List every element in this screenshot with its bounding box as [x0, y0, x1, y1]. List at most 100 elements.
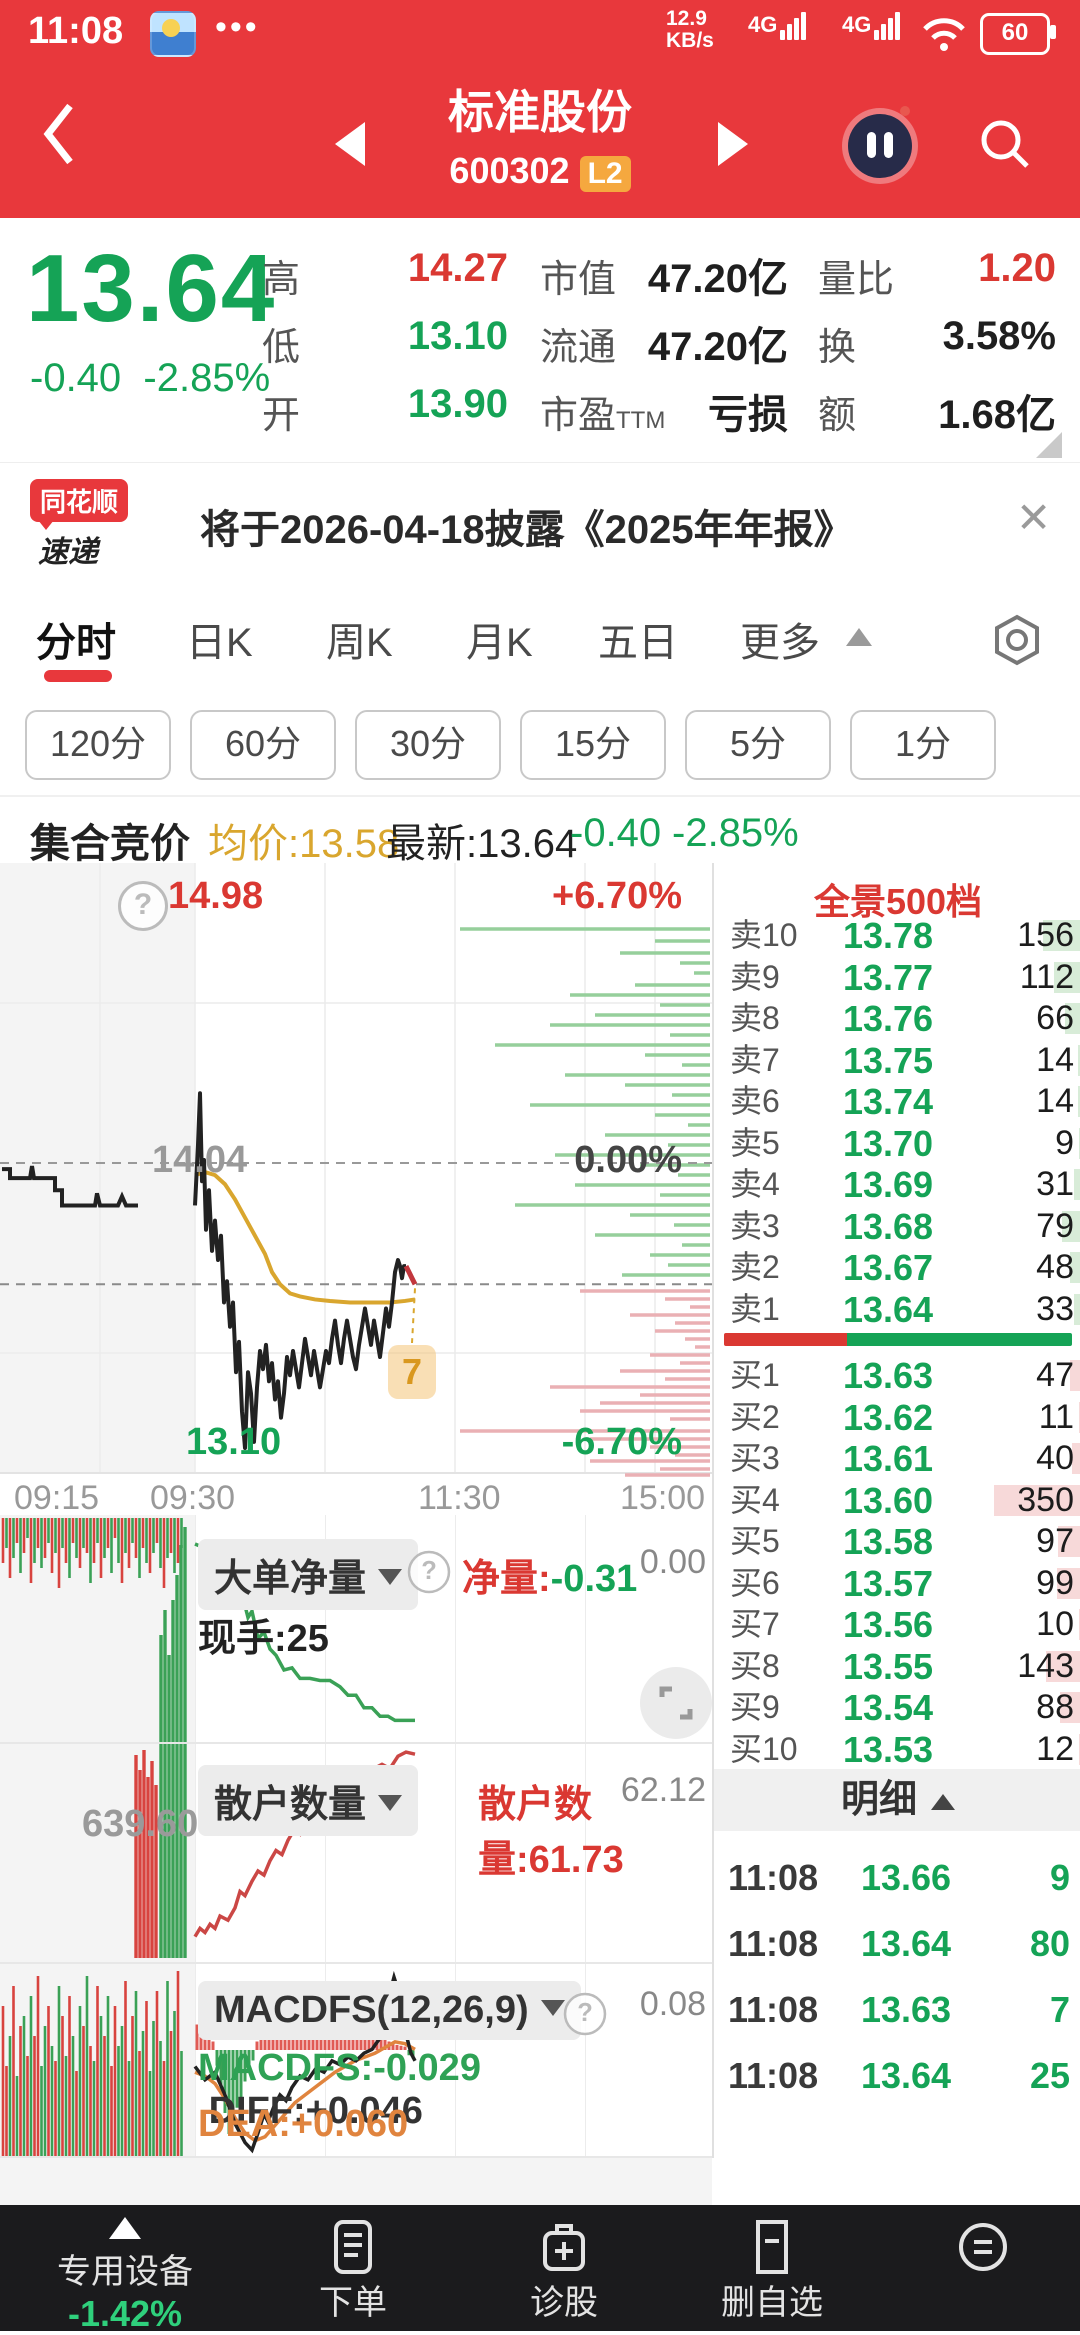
x-tick: 11:30	[418, 1479, 501, 1517]
period-5min[interactable]: 5分	[685, 710, 831, 780]
price-change: -0.40 -2.85%	[30, 356, 271, 400]
chevron-up-icon	[846, 628, 872, 646]
assistant-robot-icon[interactable]	[848, 106, 912, 178]
x-tick: 15:00	[620, 1479, 706, 1517]
period-120min[interactable]: 120分	[25, 710, 171, 780]
help-icon[interactable]: ?	[563, 1992, 607, 2036]
bid-row[interactable]: 买3 13.61 40	[714, 1438, 1080, 1480]
tab-fenshi[interactable]: 分时	[36, 621, 116, 665]
tab-monthly-k[interactable]: 月K	[466, 621, 533, 665]
ask-row[interactable]: 卖10 13.78 156	[714, 915, 1080, 957]
bid-row[interactable]: 买8 13.55 143	[714, 1646, 1080, 1688]
period-buttons: 120分 60分 30分 15分 5分 1分	[0, 698, 1080, 795]
triangle-up-icon	[931, 1793, 955, 1810]
bid-row[interactable]: 买5 13.58 97	[714, 1521, 1080, 1563]
pane1-axis: 0.00	[639, 1543, 706, 1581]
ask-row[interactable]: 卖3 13.68 79	[714, 1206, 1080, 1248]
amount: 1.68亿	[938, 393, 1056, 437]
indicator3-selector[interactable]: MACDFS(12,26,9)	[198, 1981, 581, 2040]
news-bar[interactable]: 同花顺 速递 将于2026-04-18披露《2025年年报》 ✕	[0, 462, 1080, 586]
next-stock-icon[interactable]	[718, 122, 748, 166]
indicator2-selector[interactable]: 散户数量	[198, 1765, 419, 1836]
ask-row[interactable]: 卖8 13.76 66	[714, 998, 1080, 1040]
nav-stock-switcher[interactable]: 专用设备 -1.42%	[25, 2205, 225, 2335]
tab-weekly-k[interactable]: 周K	[326, 621, 393, 665]
open-value: 13.90	[407, 382, 508, 426]
ask-list: 卖10 13.78 156 卖9 13.77 112 卖8 13.76 66 卖7 13.75 14 卖…	[714, 915, 1080, 1330]
tick-row: 11:08 13.66 9	[728, 1857, 1070, 1898]
bid-row[interactable]: 买4 13.60 350	[714, 1480, 1080, 1522]
notification-app-icon	[150, 11, 196, 57]
period-60min[interactable]: 60分	[190, 710, 336, 780]
prev-stock-icon[interactable]	[335, 122, 365, 166]
nav-stock-change: -1.42%	[67, 2293, 183, 2334]
period-1min[interactable]: 1分	[850, 710, 996, 780]
auction-bar[interactable]: 集合竞价 均价:13.58 最新:13.64 -0.40 -2.85%	[0, 795, 1080, 866]
status-bar: 11:08 ••• 12.9 KB/s 4G 4G 60	[0, 0, 1080, 62]
nav-place-order[interactable]: 下单	[253, 2205, 453, 2324]
bid-row[interactable]: 买6 13.57 99	[714, 1563, 1080, 1605]
avg-price: 均价:13.58	[208, 822, 400, 866]
fullscreen-icon[interactable]	[640, 1667, 712, 1739]
search-icon[interactable]	[975, 114, 1035, 174]
pct-zero-label: 0.00%	[574, 1139, 682, 1181]
close-icon[interactable]: ✕	[1016, 494, 1052, 541]
indicator1-selector[interactable]: 大单净量	[198, 1539, 419, 1610]
page-title: 标准股份	[448, 86, 632, 138]
ask-row[interactable]: 卖1 13.64 33	[714, 1289, 1080, 1331]
prev-close-label: 14.04	[152, 1139, 248, 1181]
indicator1-value: 净量:-0.31	[462, 1558, 638, 1600]
pane3-axis: 0.08	[639, 1985, 706, 2023]
tab-daily-k[interactable]: 日K	[186, 621, 253, 665]
news-text: 将于2026-04-18披露《2025年年报》	[200, 508, 854, 552]
turnover-rate: 3.58%	[942, 314, 1056, 358]
chevron-down-icon	[378, 1795, 403, 1811]
gear-icon[interactable]	[988, 612, 1046, 670]
bid-list: 买1 13.63 47 买2 13.62 11 买3 13.61 40 买4 13.60 350 买5 1…	[714, 1355, 1080, 1770]
divider	[0, 2158, 712, 2205]
chart-tabs: 分时 日K 周K 月K 五日 更多	[0, 584, 1080, 698]
bid-row[interactable]: 买10 13.53 12	[714, 1729, 1080, 1771]
nav-diagnose-stock[interactable]: 诊股	[464, 2205, 664, 2324]
market-cap: 47.20亿	[647, 257, 788, 301]
ask-row[interactable]: 卖5 13.70 9	[714, 1123, 1080, 1165]
macd-values: MACDFS:-0.029 DIFF:+0.046	[198, 2047, 481, 2132]
chevron-down-icon	[378, 1569, 403, 1585]
ask-row[interactable]: 卖2 13.67 48	[714, 1247, 1080, 1289]
app-header: 标准股份 600302 L2	[0, 62, 1080, 218]
ask-row[interactable]: 卖9 13.77 112	[714, 957, 1080, 999]
ask-row[interactable]: 卖6 13.74 14	[714, 1081, 1080, 1123]
back-icon[interactable]	[40, 102, 76, 166]
battery-icon: 60	[980, 13, 1056, 55]
nav-remove-watchlist[interactable]: 删自选	[672, 2205, 872, 2324]
stock-title-block: 标准股份 600302 L2	[390, 76, 690, 192]
panel-title[interactable]: 全景500档	[813, 881, 983, 922]
chart-canvas	[0, 863, 712, 1477]
high-value: 14.27	[407, 246, 508, 290]
ask-row[interactable]: 卖7 13.75 14	[714, 1040, 1080, 1082]
detail-header[interactable]: 明细	[714, 1769, 1080, 1831]
period-30min[interactable]: 30分	[355, 710, 501, 780]
x-tick: 09:15	[14, 1479, 100, 1517]
quote-summary[interactable]: 13.64 -0.40 -2.85% 高 14.27 低 13.10 开 13.…	[0, 218, 1080, 462]
indicator-panes: 大单净量 ? 净量:-0.31 0.00 现手:25 散户数量 散户数量:61.…	[0, 1515, 712, 2158]
bid-row[interactable]: 买1 13.63 47	[714, 1355, 1080, 1397]
bid-row[interactable]: 买2 13.62 11	[714, 1397, 1080, 1439]
bid-row[interactable]: 买9 13.54 88	[714, 1687, 1080, 1729]
y-max-label: 14.98	[168, 875, 264, 917]
period-15min[interactable]: 15分	[520, 710, 666, 780]
expand-corner-icon[interactable]	[1036, 432, 1062, 458]
tab-five-day[interactable]: 五日	[598, 621, 678, 665]
help-icon[interactable]: ?	[407, 1550, 451, 1594]
divider	[712, 2158, 1080, 2205]
help-icon[interactable]: ?	[118, 881, 168, 931]
ask-row[interactable]: 卖4 13.69 31	[714, 1164, 1080, 1206]
wifi-icon	[920, 10, 968, 52]
time-share-chart[interactable]: ? 14.98 +6.70% 14.04 0.00% 13.10 -6.70% …	[0, 863, 712, 1517]
tab-more[interactable]: 更多	[740, 621, 820, 665]
tick-row: 11:08 13.64 25	[728, 2055, 1070, 2096]
nav-more-menu[interactable]	[883, 2205, 1080, 2277]
bid-row[interactable]: 买7 13.56 10	[714, 1604, 1080, 1646]
stock-code: 600302	[449, 150, 570, 191]
end-minute-badge: 7	[388, 1345, 436, 1399]
